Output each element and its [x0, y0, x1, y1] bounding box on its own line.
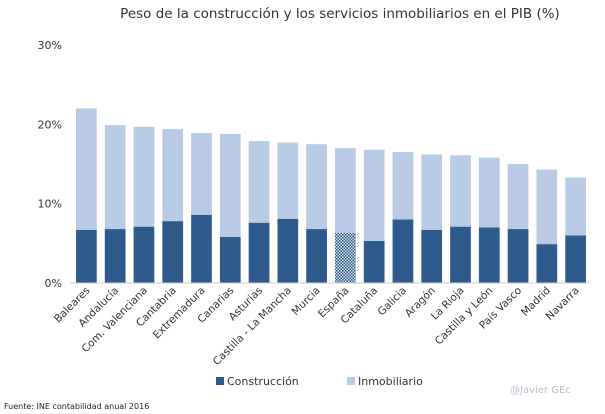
bar-construccion-madrid	[536, 244, 558, 283]
bar-construccion-navarra	[565, 235, 586, 283]
bar-inmobiliario-com-valenciana	[133, 126, 155, 227]
bar-inmobiliario-la-rioja	[450, 155, 471, 227]
y-tick-label: 30%	[38, 39, 62, 52]
legend: Construcción Inmobiliario	[216, 375, 423, 388]
bar-inmobiliario-cantabria	[162, 129, 184, 222]
bar-construccion-espana	[335, 233, 356, 283]
bar-construccion-cataluna	[363, 240, 385, 283]
bar-construccion-galicia	[392, 219, 414, 283]
bar-construccion-pais-vasco	[507, 229, 529, 283]
y-tick-label: 0%	[45, 277, 62, 290]
bar-inmobiliario-andalucia	[104, 125, 126, 230]
legend-label-construccion: Construcción	[227, 375, 299, 388]
bar-construccion-asturias	[248, 222, 270, 283]
bar-construccion-extremadura	[191, 214, 212, 283]
bar-construccion-castilla-la-mancha	[277, 218, 299, 283]
bar-inmobiliario-castilla-y-leon	[478, 157, 500, 228]
bar-construccion-canarias	[219, 236, 241, 283]
bar-construccion-cantabria	[162, 221, 184, 283]
legend-swatch-construccion	[216, 377, 224, 385]
bar-construccion-castilla-y-leon	[478, 227, 500, 283]
bar-inmobiliario-castilla-la-mancha	[277, 142, 299, 219]
bar-inmobiliario-pais-vasco	[507, 164, 529, 230]
bar-construccion-baleares	[76, 229, 97, 283]
bar-inmobiliario-extremadura	[191, 133, 212, 215]
bar-inmobiliario-navarra	[565, 177, 586, 236]
bar-construccion-andalucia	[104, 229, 126, 283]
bar-inmobiliario-murcia	[306, 144, 327, 230]
legend-label-inmobiliario: Inmobiliario	[358, 375, 423, 388]
bar-construccion-aragon	[421, 229, 443, 283]
bar-inmobiliario-baleares	[76, 108, 97, 230]
chart-title: Peso de la construcción y los servicios …	[120, 6, 560, 22]
bar-inmobiliario-galicia	[392, 152, 414, 220]
bars	[76, 108, 586, 283]
source-note: Fuente: INE contabilidad anual 2016	[4, 402, 149, 411]
bar-inmobiliario-aragon	[421, 154, 443, 230]
bar-inmobiliario-espana	[335, 148, 356, 234]
author-credit: @Javier GEc	[510, 385, 571, 396]
bar-construccion-com-valenciana	[133, 226, 155, 283]
y-tick-label: 20%	[38, 118, 62, 131]
bar-construccion-la-rioja	[450, 226, 471, 283]
y-axis: 0% 10% 20% 30%	[38, 39, 62, 290]
bar-inmobiliario-cataluna	[363, 149, 385, 241]
bar-inmobiliario-canarias	[219, 133, 241, 237]
bar-construccion-murcia	[306, 229, 327, 283]
bar-inmobiliario-asturias	[248, 140, 270, 223]
bar-inmobiliario-madrid	[536, 169, 558, 245]
legend-swatch-inmobiliario	[347, 377, 355, 385]
y-tick-label: 10%	[38, 198, 62, 211]
